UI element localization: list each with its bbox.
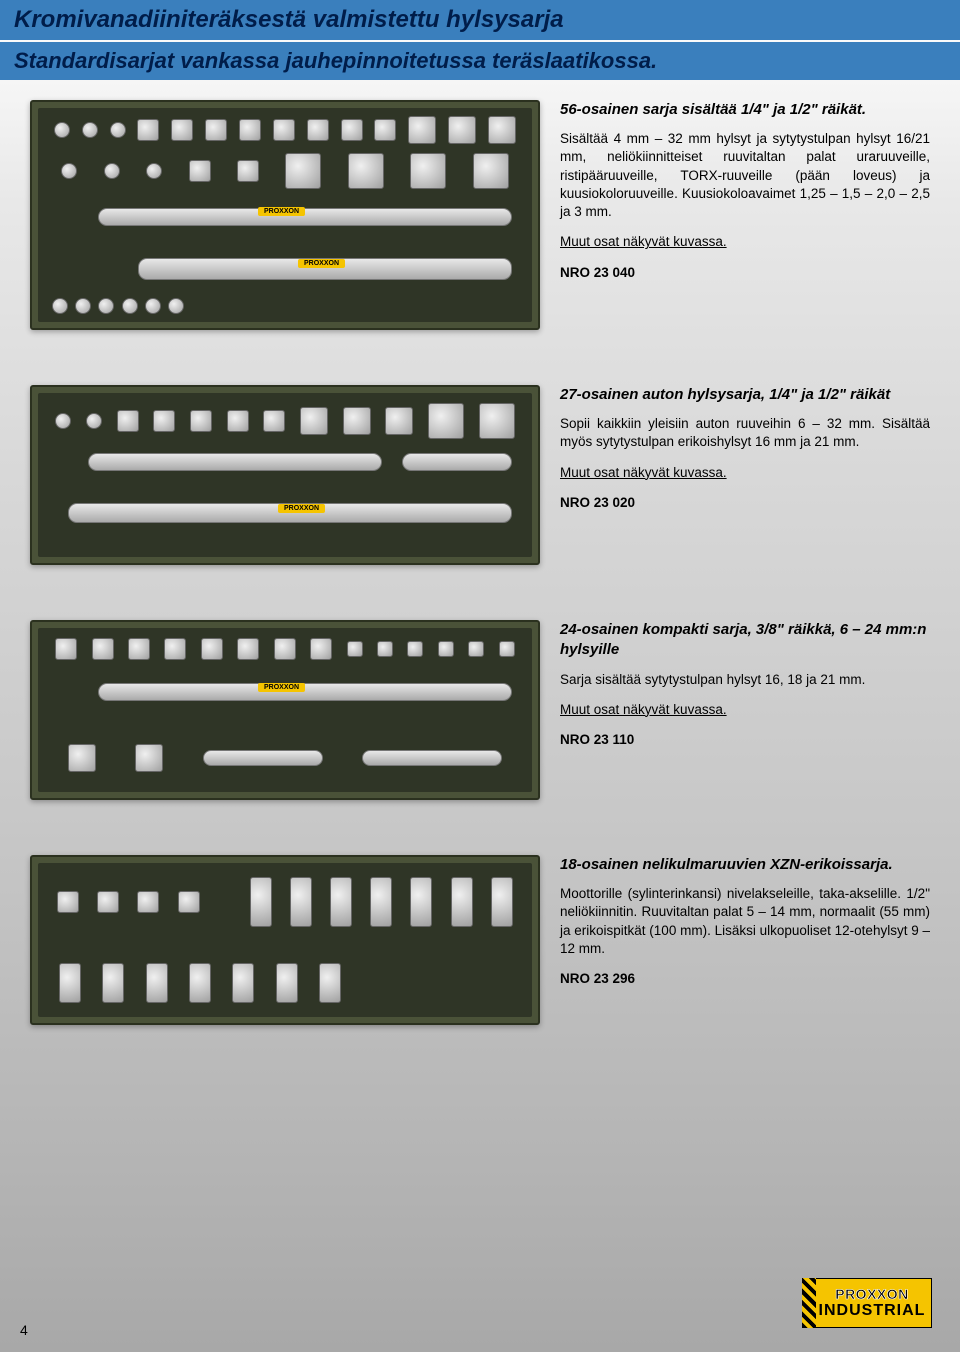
product-note: Muut osat näkyvät kuvassa. — [560, 233, 930, 251]
product-image — [30, 855, 540, 1025]
product-note: Muut osat näkyvät kuvassa. — [560, 464, 930, 482]
product-image: PROXXON — [30, 620, 540, 800]
product-title: 56-osainen sarja sisältää 1/4" ja 1/2" r… — [560, 100, 930, 120]
product-note: Muut osat näkyvät kuvassa. — [560, 701, 930, 719]
product-image: PROXXON PROXXON — [30, 100, 540, 330]
product-title: 27-osainen auton hylsysarja, 1/4" ja 1/2… — [560, 385, 930, 405]
header-title-bar: Kromivanadiiniteräksestä valmistettu hyl… — [0, 0, 960, 40]
brand-name-bottom: INDUSTRIAL — [819, 1302, 926, 1320]
product-title: 18-osainen nelikulmaruuvien XZN-erikoiss… — [560, 855, 930, 875]
product-row: 18-osainen nelikulmaruuvien XZN-erikoiss… — [30, 855, 930, 1025]
product-row: PROXXON PROXXON 56-osainen sarja sisältä… — [30, 100, 930, 330]
header-subtitle-bar: Standardisarjat vankassa jauhepinnoitetu… — [0, 42, 960, 80]
product-body: Sisältää 4 mm – 32 mm hylsyt ja sytytyst… — [560, 130, 930, 221]
product-row: PROXXON 27-osainen auton hylsysarja, 1/4… — [30, 385, 930, 565]
page-number: 4 — [20, 1322, 28, 1338]
product-title: 24-osainen kompakti sarja, 3/8" räikkä, … — [560, 620, 930, 661]
product-body: Sopii kaikkiin yleisiin auton ruuveihin … — [560, 415, 930, 451]
brand-badge: PROXXON INDUSTRIAL — [802, 1278, 932, 1328]
product-description: 27-osainen auton hylsysarja, 1/4" ja 1/2… — [560, 385, 930, 512]
product-nro: NRO 23 020 — [560, 494, 930, 512]
product-row: PROXXON 24-osainen kompakti sarja, 3/8" … — [30, 620, 930, 800]
product-body: Moottorille (sylinterinkansi) nivelaksel… — [560, 885, 930, 958]
brand-name-top: PROXXON — [835, 1286, 909, 1302]
product-body: Sarja sisältää sytytystulpan hylsyt 16, … — [560, 671, 930, 689]
page-subtitle: Standardisarjat vankassa jauhepinnoitetu… — [14, 48, 657, 73]
product-description: 56-osainen sarja sisältää 1/4" ja 1/2" r… — [560, 100, 930, 282]
product-nro: NRO 23 110 — [560, 731, 930, 749]
product-image: PROXXON — [30, 385, 540, 565]
page-main-title: Kromivanadiiniteräksestä valmistettu hyl… — [14, 6, 564, 33]
brand-stripes-icon — [802, 1278, 816, 1328]
product-nro: NRO 23 040 — [560, 264, 930, 282]
product-description: 18-osainen nelikulmaruuvien XZN-erikoiss… — [560, 855, 930, 988]
content-area: PROXXON PROXXON 56-osainen sarja sisältä… — [0, 82, 960, 1095]
product-description: 24-osainen kompakti sarja, 3/8" räikkä, … — [560, 620, 930, 749]
product-nro: NRO 23 296 — [560, 970, 930, 988]
